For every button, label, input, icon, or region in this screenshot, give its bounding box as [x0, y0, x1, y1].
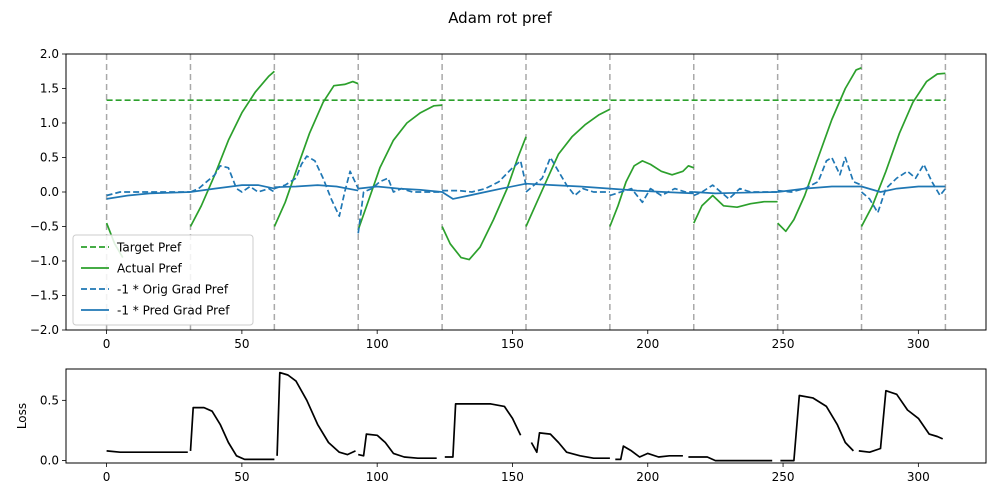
legend: Target Pref Actual Pref -1 * Orig Grad Pre…: [72, 234, 254, 326]
loss-plot-frame: [65, 368, 987, 464]
y-tick-label: 0.0: [40, 185, 59, 199]
y-tick-label: −1.0: [30, 254, 59, 268]
series-line-actual-pref: [525, 108, 611, 227]
y-tick-label: 0.0: [40, 454, 59, 468]
series-line-actual-pref: [609, 160, 695, 227]
series-line-loss: [189, 406, 275, 461]
series-line-loss: [688, 456, 773, 462]
series-line-1-pred-grad-pref: [609, 187, 694, 195]
series-line-1-pred-grad-pref: [358, 185, 443, 193]
series-line-1-pred-grad-pref: [861, 185, 946, 193]
series-line-loss: [276, 371, 356, 456]
x-tick-label: 50: [234, 337, 249, 351]
legend-label-target-pref: Target Pref: [116, 241, 182, 255]
series-line-1-pred-grad-pref: [106, 191, 191, 200]
series-line-actual-pref: [357, 104, 443, 231]
pref-y-axis: −2.0 −1.5 −1.0 −0.5 0.0 0.5 1.0 1.5 2.0: [30, 47, 66, 337]
x-tick-label: 200: [636, 470, 659, 484]
series-line-1-orig-grad-pref: [693, 184, 778, 200]
series-line-loss: [358, 433, 437, 460]
series-line-actual-pref: [189, 70, 275, 227]
series-line-1-orig-grad-pref: [190, 164, 275, 193]
series-line-actual-pref: [693, 194, 778, 224]
legend-label-1-orig-grad-pref: -1 * Orig Grad Pref: [117, 283, 229, 297]
series-line-1-orig-grad-pref: [442, 160, 527, 193]
series-line-1-pred-grad-pref: [777, 185, 862, 193]
series-line-1-orig-grad-pref: [357, 177, 443, 234]
series-line-actual-pref: [441, 136, 527, 261]
x-tick-label: 100: [366, 470, 389, 484]
series-line-actual-pref: [860, 72, 946, 227]
x-tick-label: 200: [636, 337, 659, 351]
y-tick-label: 1.5: [40, 82, 59, 96]
x-tick-label: 300: [907, 337, 930, 351]
y-tick-label: −2.0: [30, 323, 59, 337]
series-line-1-pred-grad-pref: [525, 182, 610, 190]
legend-label-1-pred-grad-pref: -1 * Pred Grad Pref: [117, 304, 230, 318]
series-line-actual-pref: [273, 80, 359, 227]
y-tick-label: −0.5: [30, 220, 59, 234]
series-line-1-pred-grad-pref: [274, 184, 359, 192]
loss-plot: 0 50 100 150 200 250 300 0.0 0.5 Loss: [15, 368, 987, 484]
x-tick-label: 0: [103, 337, 111, 351]
series-line-loss: [444, 403, 522, 458]
series-line-loss: [780, 394, 855, 462]
x-tick-label: 0: [103, 470, 111, 484]
x-tick-label: 150: [501, 470, 524, 484]
figure-title: Adam rot pref: [448, 9, 552, 27]
series-line-loss: [858, 389, 944, 454]
pref-series-lines: [105, 67, 947, 261]
y-tick-label: 2.0: [40, 47, 59, 61]
x-tick-label: 100: [366, 337, 389, 351]
y-tick-label: 0.5: [40, 151, 59, 165]
x-tick-label: 300: [907, 470, 930, 484]
loss-series-lines: [106, 371, 944, 462]
legend-box: [72, 234, 254, 326]
loss-x-axis: 0 50 100 150 200 250 300: [103, 463, 930, 484]
series-line-1-pred-grad-pref: [190, 184, 275, 193]
loss-y-axis: 0.0 0.5: [40, 393, 66, 468]
loss-y-axis-label: Loss: [15, 403, 29, 429]
series-line-loss: [530, 432, 610, 460]
y-tick-label: −1.5: [30, 289, 59, 303]
x-tick-label: 150: [501, 337, 524, 351]
series-line-1-pred-grad-pref: [441, 182, 527, 200]
series-line-1-orig-grad-pref: [525, 156, 610, 197]
pref-plot: 0 50 100 150 200 250 300 −2.0 −1.5 −1.0 −0.5 0.0 0.…: [30, 47, 987, 351]
series-line-loss: [106, 450, 188, 454]
series-line-1-orig-grad-pref: [609, 187, 694, 204]
legend-label-actual-pref: Actual Pref: [117, 262, 182, 276]
y-tick-label: 0.5: [40, 393, 59, 407]
series-line-actual-pref: [776, 67, 862, 233]
x-tick-label: 50: [234, 470, 249, 484]
series-line-loss: [615, 445, 683, 461]
x-tick-label: 250: [772, 470, 795, 484]
pref-x-axis: 0 50 100 150 200 250 300: [103, 330, 930, 351]
y-tick-label: 1.0: [40, 116, 59, 130]
x-tick-label: 250: [772, 337, 795, 351]
series-line-1-pred-grad-pref: [693, 191, 778, 195]
